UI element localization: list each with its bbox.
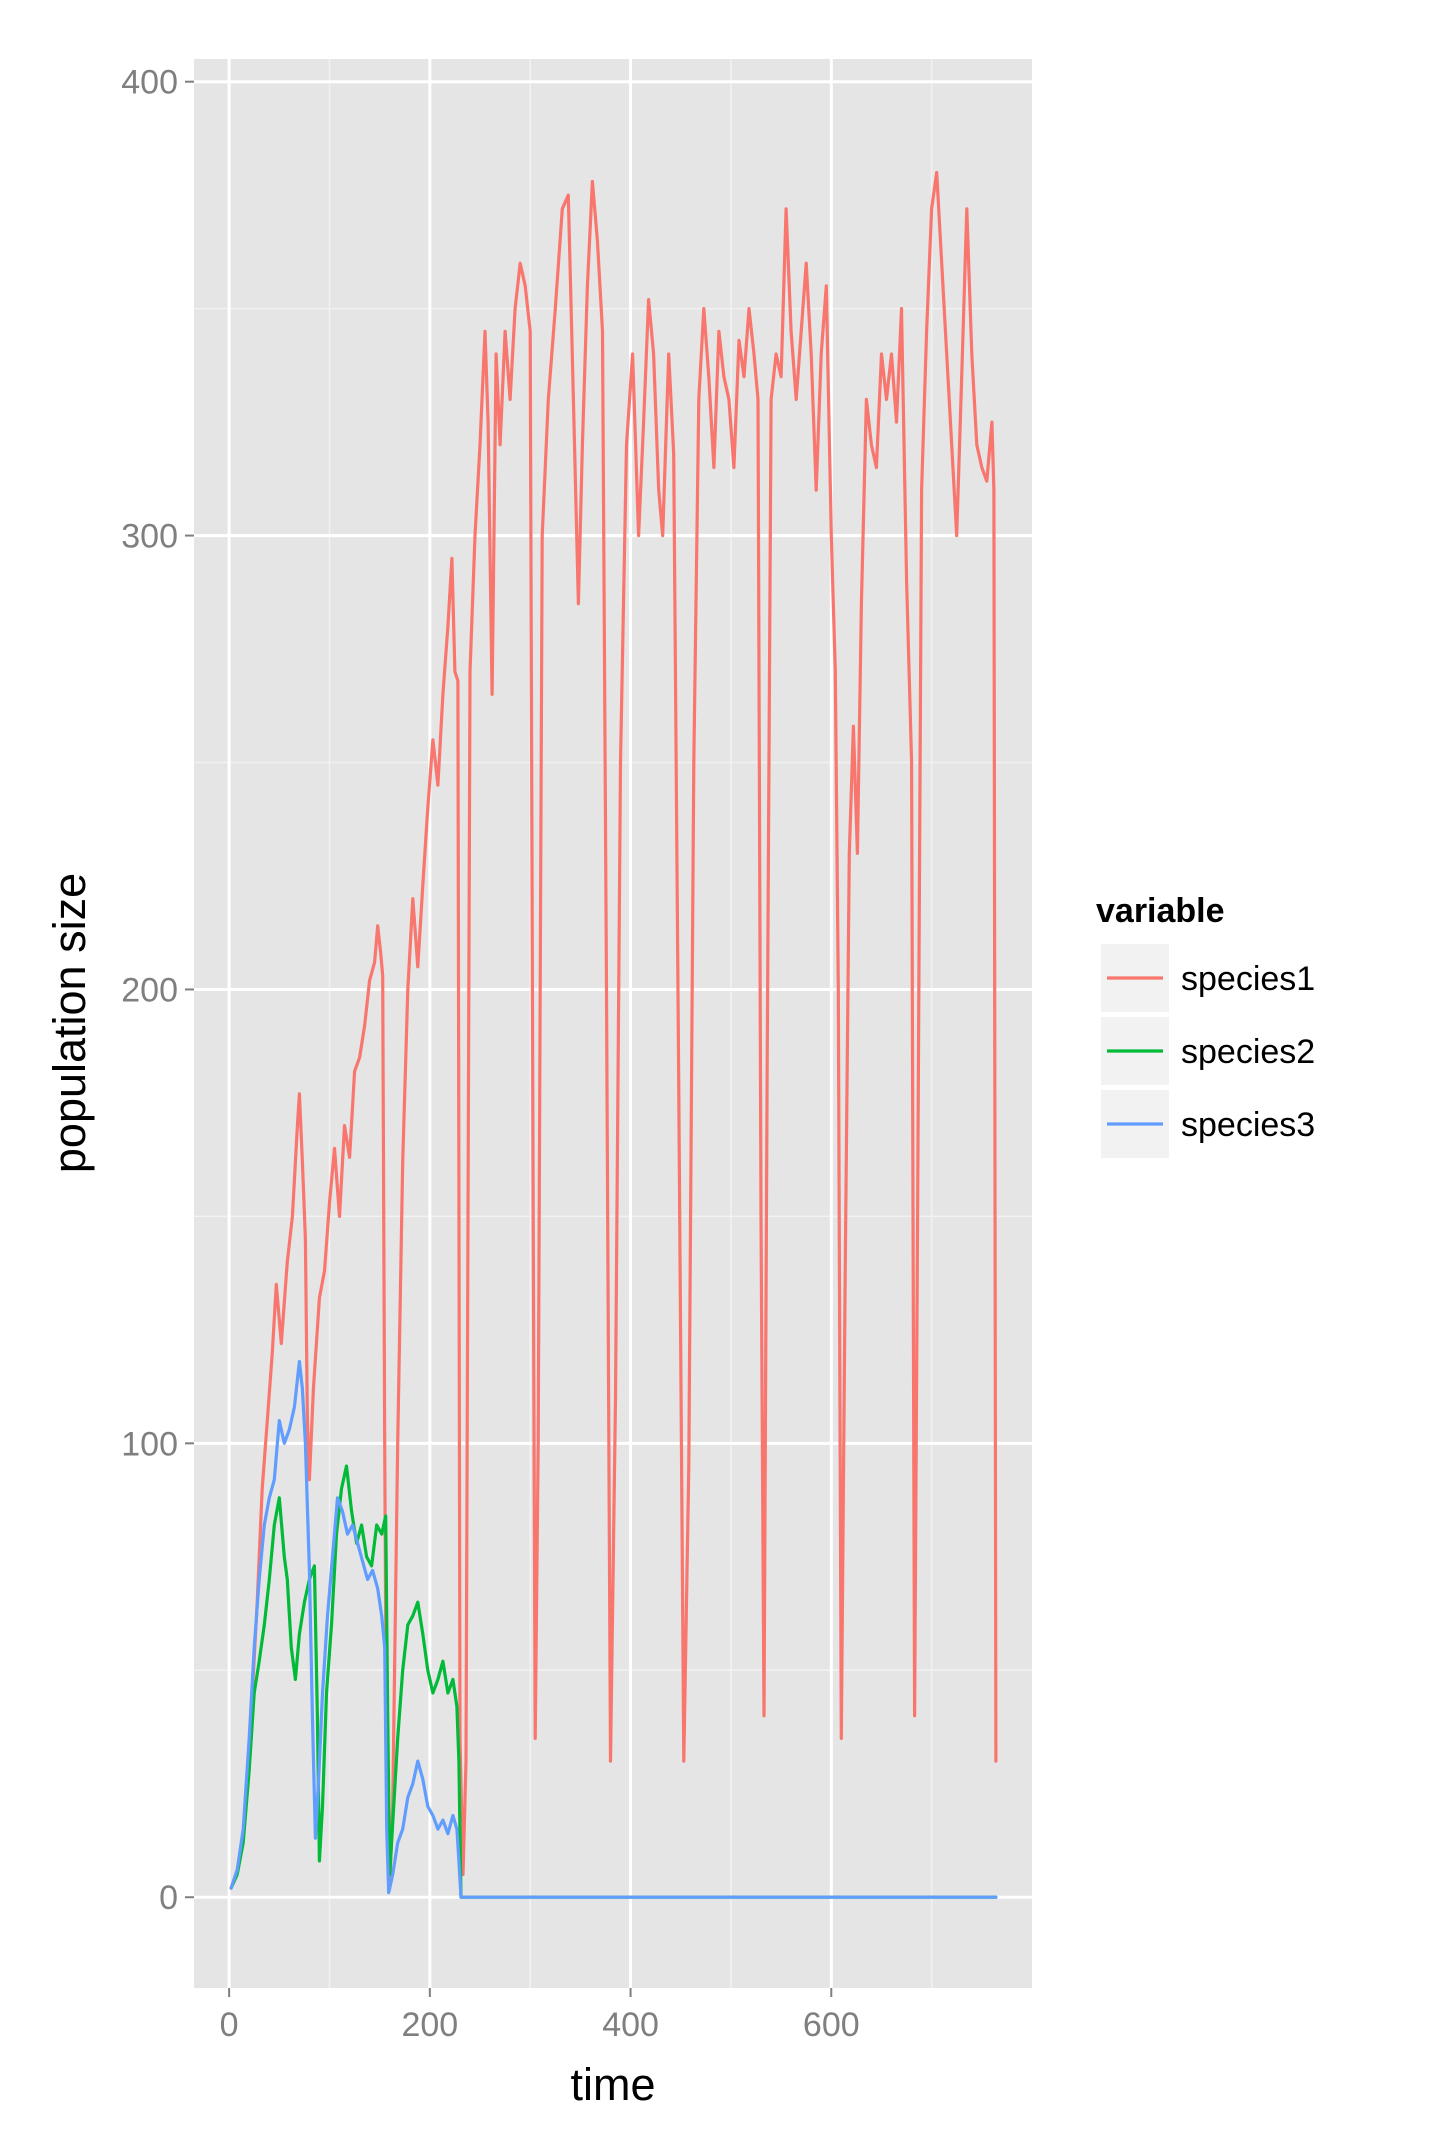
series-line-species1 [229,170,998,1890]
y-axis-title: population size [44,873,95,1173]
x-tick-label: 600 [803,2006,860,2044]
x-tick-label: 0 [220,2006,239,2044]
x-axis-title: time [570,2059,655,2110]
legend-label-species1: species1 [1181,960,1315,998]
series-lines [229,170,998,1899]
legend: variable species1 species2 species3 [1096,892,1315,1158]
legend-title: variable [1096,892,1225,930]
series-line-species3 [229,1360,998,1899]
y-tick-label: 300 [121,518,178,556]
x-tick-label: 400 [602,2006,659,2044]
legend-label-species2: species2 [1181,1033,1315,1071]
legend-label-species3: species3 [1181,1106,1315,1144]
axes: 0 200 400 600 0 100 200 300 400 [121,64,859,2044]
series-line-species2 [229,1464,998,1899]
x-tick-label: 200 [401,2006,458,2044]
plot-panel [194,59,1032,1988]
y-tick-label: 0 [159,1879,178,1917]
y-tick-label: 400 [121,64,178,102]
y-tick-label: 100 [121,1425,178,1463]
y-tick-label: 200 [121,971,178,1009]
